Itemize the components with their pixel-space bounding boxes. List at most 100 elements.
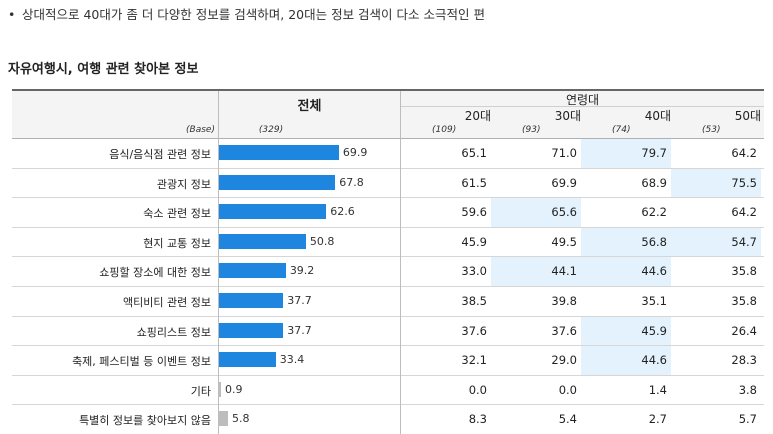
- row-value-cell: 75.5: [731, 175, 757, 190]
- row-value-cell: 44.6: [641, 353, 667, 368]
- highlight-cell: [671, 168, 761, 198]
- row-value-cell: 28.3: [731, 353, 757, 368]
- bullet-icon: •: [8, 7, 16, 22]
- total-bar: [218, 322, 284, 338]
- highlight-cell: [671, 227, 761, 257]
- row-value-cell: 5.7: [738, 412, 757, 427]
- row-value-cell: 49.5: [551, 234, 577, 249]
- row-divider: [12, 226, 764, 228]
- total-bar-value: 62.6: [330, 205, 355, 219]
- highlight-cell: [581, 316, 671, 346]
- row-label: 현지 교통 정보: [143, 236, 211, 250]
- total-bar: [218, 233, 306, 249]
- row-value-cell: 45.9: [641, 323, 667, 338]
- row-value-cell: 59.6: [461, 205, 487, 220]
- row-label: 숙소 관련 정보: [143, 207, 211, 221]
- row-value-cell: 45.9: [461, 234, 487, 249]
- row-divider: [12, 404, 764, 406]
- total-bar: [218, 263, 286, 279]
- highlight-cell: [491, 257, 581, 286]
- row-value-cell: 2.7: [648, 412, 667, 427]
- row-value-cell: 68.9: [641, 175, 667, 190]
- total-bar-value: 37.7: [287, 294, 312, 307]
- row-value-cell: 65.1: [461, 146, 487, 160]
- total-bar: [218, 352, 276, 368]
- header-background: [12, 91, 764, 127]
- divider-label-total: [218, 91, 219, 434]
- base-col-40: (74): [612, 125, 631, 135]
- row-value-cell: 35.8: [731, 294, 757, 308]
- row-value-cell: 33.0: [461, 264, 487, 279]
- row-value-cell: 54.7: [731, 234, 757, 249]
- total-bar-value: 39.2: [289, 264, 315, 278]
- total-bar-value: 67.8: [339, 175, 364, 189]
- highlight-cell: [581, 346, 671, 375]
- highlight-cell: [491, 198, 581, 227]
- row-label: 특별히 정보를 찾아보지 않음: [79, 414, 211, 428]
- header-total: 전체: [297, 99, 322, 114]
- summary-note-text: 상대적으로 40대가 좀 더 다양한 정보를 검색하며, 20대는 정보 검색이…: [22, 7, 485, 22]
- base-row-background: [12, 126, 764, 138]
- row-label: 쇼핑리스트 정보: [136, 325, 211, 339]
- divider-total-age: [400, 91, 401, 434]
- row-value-cell: 44.6: [641, 264, 667, 279]
- highlight-cell: [581, 257, 671, 286]
- row-value-cell: 38.5: [461, 294, 487, 308]
- total-bar: [218, 204, 327, 220]
- header-col-50: 50대: [734, 109, 761, 123]
- row-value-cell: 69.9: [551, 175, 577, 190]
- row-label: 기타: [190, 384, 211, 398]
- header-top-rule: [12, 89, 764, 91]
- row-value-cell: 0.0: [468, 382, 487, 397]
- row-value-cell: 61.5: [461, 175, 487, 190]
- row-value-cell: 64.2: [731, 205, 757, 220]
- row-value-cell: 35.1: [641, 294, 667, 308]
- row-value-cell: 26.4: [731, 323, 757, 338]
- row-value-cell: 71.0: [551, 146, 577, 160]
- row-value-cell: 37.6: [551, 323, 577, 338]
- row-value-cell: 39.8: [551, 294, 577, 308]
- base-total: (329): [258, 125, 284, 135]
- row-value-cell: 64.2: [731, 146, 757, 160]
- header-col-20: 20대: [464, 109, 491, 123]
- row-value-cell: 79.7: [641, 146, 667, 160]
- row-label: 관광지 정보: [156, 177, 211, 191]
- total-bar: [218, 145, 339, 160]
- table-title: 자유여행시, 여행 관련 찾아본 정보: [8, 62, 199, 77]
- row-divider: [12, 286, 764, 287]
- header-age-group: 연령대: [565, 93, 600, 107]
- total-bar: [218, 381, 221, 397]
- row-value-cell: 44.1: [551, 264, 577, 279]
- row-divider: [12, 167, 764, 169]
- total-bar-value: 50.8: [309, 234, 335, 248]
- row-label: 쇼핑할 장소에 대한 정보: [99, 266, 211, 280]
- total-bar: [218, 174, 336, 190]
- row-divider: [12, 315, 764, 317]
- row-divider: [12, 197, 764, 199]
- row-value-cell: 35.8: [731, 264, 757, 279]
- row-value-cell: 62.2: [641, 205, 667, 220]
- total-bar-value: 0.9: [225, 382, 243, 396]
- total-bar-value: 5.8: [232, 412, 250, 426]
- row-divider: [12, 138, 764, 139]
- summary-note: • 상대적으로 40대가 좀 더 다양한 정보를 검색하며, 20대는 정보 검색…: [8, 4, 485, 23]
- row-label: 축제, 페스티벌 등 이벤트 정보: [72, 355, 211, 369]
- total-bar: [218, 411, 229, 427]
- row-value-cell: 65.6: [551, 205, 577, 220]
- row-value-cell: 0.0: [558, 382, 577, 397]
- row-value-cell: 3.8: [738, 382, 757, 397]
- total-bar: [218, 293, 284, 308]
- total-bar-value: 33.4: [279, 353, 305, 367]
- header-col-40: 40대: [644, 109, 671, 123]
- header-age-separator: [401, 106, 764, 107]
- row-value-cell: 1.4: [648, 382, 667, 397]
- row-value-cell: 5.4: [558, 412, 577, 427]
- highlight-cell: [581, 139, 671, 168]
- row-value-cell: 29.0: [551, 353, 577, 368]
- base-label: (Base): [186, 125, 215, 135]
- base-col-50: (53): [702, 125, 721, 135]
- row-value-cell: 8.3: [468, 412, 487, 427]
- base-col-20: (109): [432, 125, 457, 135]
- total-bar-value: 37.7: [287, 323, 312, 337]
- row-label: 음식/음식점 관련 정보: [109, 148, 211, 161]
